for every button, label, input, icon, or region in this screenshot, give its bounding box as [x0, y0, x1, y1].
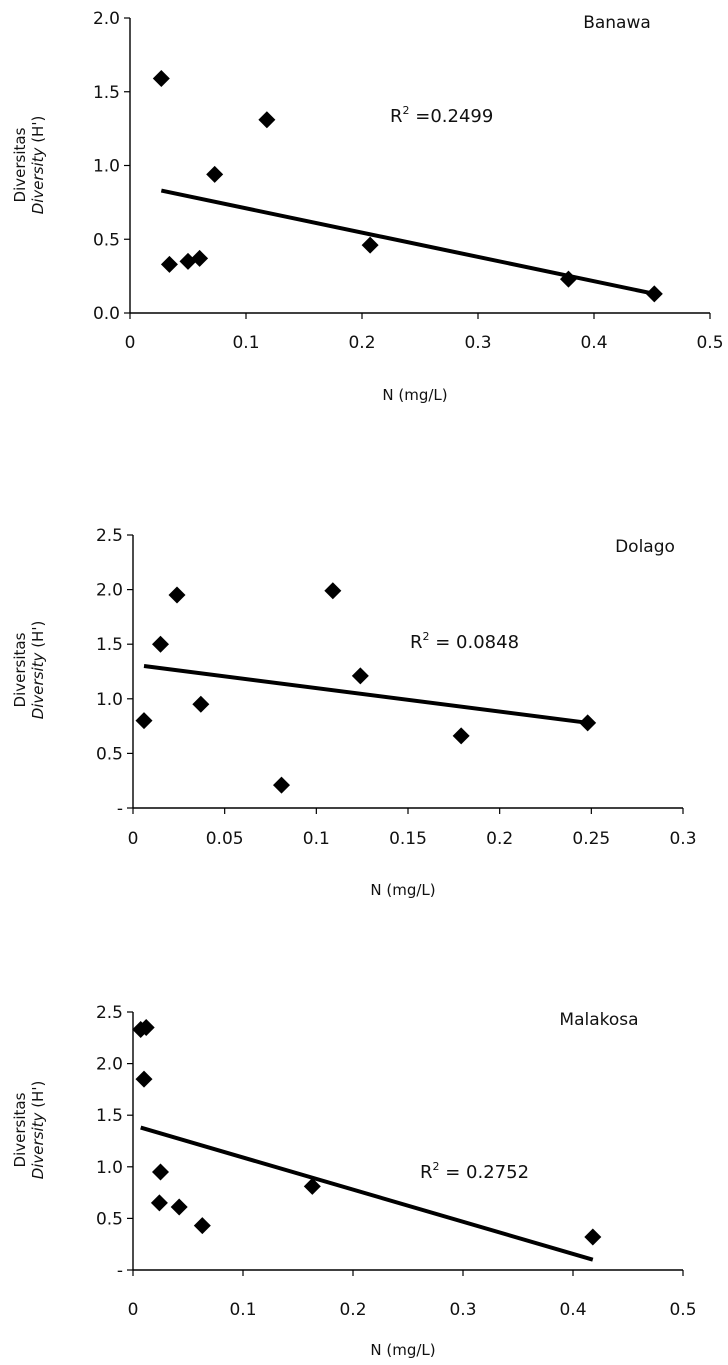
data-point: [258, 111, 276, 129]
data-point: [152, 635, 169, 653]
data-point: [135, 712, 153, 730]
y-tick-label: 1.0: [96, 690, 123, 710]
chart-dolago: - 0.5 1.0 1.5 2.0 2.5 0 0.05 0.1 0.15 0.2 0.25 0.3 Do…: [0, 510, 728, 930]
x-tick-label: 0: [128, 1300, 139, 1320]
data-point: [192, 695, 210, 713]
x-axis-label: N (mg/L): [382, 386, 447, 404]
chart-title: Banawa: [583, 13, 651, 33]
r-squared-label: R2 = 0.0848: [410, 630, 519, 653]
x-tick-label: 0.05: [206, 829, 244, 849]
data-point: [152, 1163, 169, 1181]
trend-line: [160, 188, 655, 296]
data-point: [152, 69, 170, 87]
data-point: [168, 586, 186, 604]
chart-malakosa: - 0.5 1.0 1.5 2.0 2.5 0 0.1 0.2 0.3 0.4 0.5 Malakosa…: [0, 980, 728, 1365]
y-tick-label: -: [117, 1261, 123, 1281]
chart-title: Malakosa: [559, 1010, 638, 1030]
x-tick-label: 0.25: [572, 829, 610, 849]
y-tick-label: 2.5: [96, 1003, 123, 1023]
chart-malakosa-svg: - 0.5 1.0 1.5 2.0 2.5 0 0.1 0.2 0.3 0.4 0.5 Malakosa…: [11, 1003, 697, 1359]
x-tick-label: 0: [125, 333, 136, 353]
x-tick-label: 0: [128, 829, 139, 849]
y-tick-label: -: [117, 799, 123, 819]
data-point: [170, 1198, 188, 1216]
x-tick-label: 0.3: [464, 333, 491, 353]
data-point: [150, 1194, 168, 1212]
y-tick-label: 1.5: [93, 83, 120, 103]
r-squared-label: R2 =0.2499: [390, 104, 493, 127]
y-tick-label: 1.0: [93, 157, 120, 177]
x-axis-label: N (mg/L): [370, 1341, 435, 1359]
y-tick-label: 0.5: [96, 744, 123, 764]
y-axis-label: Diversitas: [11, 632, 29, 707]
data-point: [191, 249, 209, 267]
data-point: [137, 1018, 155, 1036]
data-point: [193, 1217, 211, 1235]
y-tick-label: 0.5: [96, 1209, 123, 1229]
y-tick-label: 2.0: [96, 581, 123, 601]
x-tick-label: 0.2: [486, 829, 513, 849]
data-point: [273, 776, 290, 794]
y-axis-label-english: Diversity (H'): [29, 1081, 47, 1180]
y-tick-label: 0.0: [93, 304, 120, 324]
x-tick-label: 0.2: [348, 333, 375, 353]
y-tick-label: 1.5: [96, 1106, 123, 1126]
x-axis-label: N (mg/L): [370, 881, 435, 899]
data-point: [206, 165, 224, 183]
x-tick-label: 0.15: [389, 829, 427, 849]
x-tick-label: 0.5: [696, 333, 723, 353]
y-tick-label: 2.0: [93, 9, 120, 29]
x-tick-label: 0.5: [669, 1300, 696, 1320]
chart-dolago-svg: - 0.5 1.0 1.5 2.0 2.5 0 0.05 0.1 0.15 0.2 0.25 0.3 Do…: [11, 526, 697, 899]
chart-banawa-svg: 0.0 0.5 1.0 1.5 2.0 0 0.1 0.2 0.3 0.4 0.5 Banawa R2 …: [11, 9, 724, 404]
y-axis-label-english: Diversity (H'): [29, 116, 47, 215]
x-tick-label: 0.3: [449, 1300, 476, 1320]
y-tick-label: 1.5: [96, 635, 123, 655]
y-tick-label: 0.5: [93, 230, 120, 250]
chart-banawa: 0.0 0.5 1.0 1.5 2.0 0 0.1 0.2 0.3 0.4 0.5 Banawa R2 …: [0, 0, 728, 430]
data-point: [303, 1177, 321, 1195]
chart-title: Dolago: [615, 537, 675, 557]
trend-line: [143, 664, 588, 725]
x-tick-label: 0.3: [669, 829, 696, 849]
x-tick-label: 0.2: [339, 1300, 366, 1320]
r-squared-label: R2 = 0.2752: [420, 1160, 529, 1183]
y-axis-label: Diversitas: [11, 1092, 29, 1167]
trend-line: [140, 1125, 594, 1262]
y-axis-label: Diversitas: [11, 127, 29, 202]
data-point: [324, 582, 342, 600]
data-point: [361, 236, 379, 254]
y-tick-label: 2.0: [96, 1055, 123, 1075]
x-tick-label: 0.4: [580, 333, 607, 353]
data-point: [579, 714, 597, 732]
x-tick-label: 0.1: [229, 1300, 256, 1320]
data-point: [645, 285, 663, 303]
data-point: [179, 252, 197, 270]
y-axis-label-english: Diversity (H'): [29, 621, 47, 720]
data-point: [351, 667, 369, 685]
y-tick-label: 1.0: [96, 1158, 123, 1178]
x-tick-label: 0.4: [559, 1300, 586, 1320]
data-point: [135, 1070, 153, 1088]
x-tick-label: 0.1: [232, 333, 259, 353]
data-point: [160, 255, 178, 273]
data-point: [559, 270, 577, 288]
data-point: [584, 1228, 602, 1246]
x-tick-label: 0.1: [303, 829, 330, 849]
data-point: [452, 727, 470, 745]
y-tick-label: 2.5: [96, 526, 123, 546]
